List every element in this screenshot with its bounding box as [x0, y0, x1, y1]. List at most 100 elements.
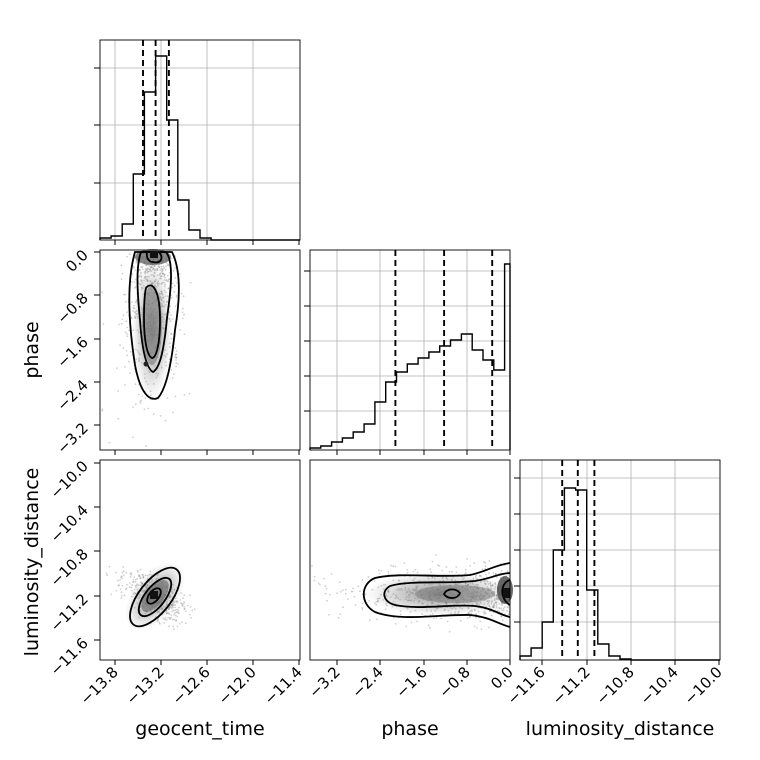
sample-point [373, 580, 376, 582]
sample-point [182, 307, 184, 310]
sample-point [173, 628, 175, 631]
sample-point [501, 619, 504, 622]
sample-point [500, 615, 503, 618]
ylabel-phase: phase [21, 321, 43, 378]
sample-point [350, 590, 353, 593]
sample-point [492, 571, 495, 574]
sample-point [167, 264, 170, 266]
sample-point [171, 610, 174, 613]
sample-point [480, 628, 483, 631]
sample-point [183, 394, 186, 396]
sample-point [170, 614, 173, 617]
sample-point [507, 607, 510, 609]
sample-point [367, 575, 370, 578]
sample-point [416, 620, 418, 623]
sample-point [494, 573, 497, 575]
sample-point [173, 373, 175, 376]
sample-point [183, 606, 186, 608]
sample-point [131, 301, 133, 304]
sample-point [341, 589, 344, 591]
grid-phase-hist [310, 250, 510, 450]
sample-point [473, 625, 476, 628]
sample-point [106, 574, 109, 576]
sample-point [488, 560, 491, 562]
sample-point [128, 253, 131, 256]
frame-phase-hist [309, 249, 511, 451]
histogram-phase [309, 263, 511, 450]
sample-point [344, 592, 347, 595]
sample-point [466, 558, 469, 560]
sample-point [188, 392, 191, 395]
sample-point [429, 626, 431, 629]
sample-point [174, 395, 177, 398]
sample-point [177, 609, 180, 612]
sample-point [357, 585, 360, 588]
sample-point [378, 569, 380, 572]
sample-point [130, 573, 133, 576]
ytick-label-phase-3: −2.4 [53, 376, 91, 414]
sample-point [446, 620, 449, 623]
sample-point [164, 419, 167, 422]
sample-point [137, 393, 140, 396]
sample-point [128, 329, 131, 332]
sample-point [172, 609, 175, 612]
sample-point [139, 400, 142, 403]
sample-point [124, 293, 127, 296]
ticks-distance-hist [514, 477, 720, 665]
sample-point [189, 613, 191, 616]
sample-point [173, 284, 176, 287]
sample-point [170, 257, 173, 260]
ytick-label-phase-4: −3.2 [53, 419, 91, 457]
sample-point [120, 278, 123, 280]
ticks-distance-vs-geocent-time [94, 462, 300, 665]
sample-point [171, 318, 174, 320]
sample-point [176, 615, 179, 618]
frame-distance-vs-geocent-time [99, 459, 301, 661]
sample-point [131, 584, 134, 586]
sample-point [352, 587, 354, 590]
sample-point [128, 586, 131, 589]
sample-point [354, 604, 357, 606]
xtick-label-phase-3: −0.8 [435, 663, 473, 701]
sample-point [122, 574, 125, 577]
sample-point [445, 566, 448, 568]
sample-point [132, 581, 135, 583]
sample-point [132, 581, 134, 584]
sample-point [175, 350, 178, 352]
ytick-label-phase-1: −0.8 [53, 289, 91, 327]
sample-point [136, 569, 139, 572]
sample-point [139, 568, 142, 571]
sample-point [174, 277, 177, 279]
histogram-geocent-time [99, 55, 300, 241]
sample-point [122, 570, 125, 573]
sample-point [121, 272, 124, 275]
xtick-labels-phase: −3.2 −2.4 −1.6 −0.8 0.0 [305, 663, 516, 701]
sample-point [473, 562, 476, 564]
sample-point [368, 619, 371, 622]
sample-point [177, 363, 179, 365]
xlabel-geocent-time: geocent_time [135, 718, 264, 740]
sample-point [126, 255, 128, 258]
sample-point [317, 582, 320, 585]
sample-point [339, 590, 342, 593]
sample-point [175, 353, 178, 356]
ytick-label-distance-2: −10.8 [47, 545, 92, 590]
sample-point [469, 565, 472, 567]
ylabel-luminosity-distance: luminosity_distance [21, 468, 43, 657]
sample-point [342, 606, 344, 609]
sample-point [177, 611, 180, 614]
sample-point [361, 602, 364, 605]
sample-point [136, 577, 139, 580]
sample-point [394, 565, 397, 568]
sample-point [183, 608, 186, 610]
sample-point [451, 570, 453, 573]
sample-point [438, 565, 441, 567]
panel-hist-geocent-time [94, 39, 301, 245]
sample-point [171, 286, 174, 289]
sample-point [141, 574, 144, 576]
sample-point [482, 561, 485, 563]
xtick-label-distance-1: −11.2 [549, 663, 594, 708]
sample-point [187, 604, 189, 607]
sample-point [122, 347, 125, 350]
sample-point [390, 564, 393, 567]
